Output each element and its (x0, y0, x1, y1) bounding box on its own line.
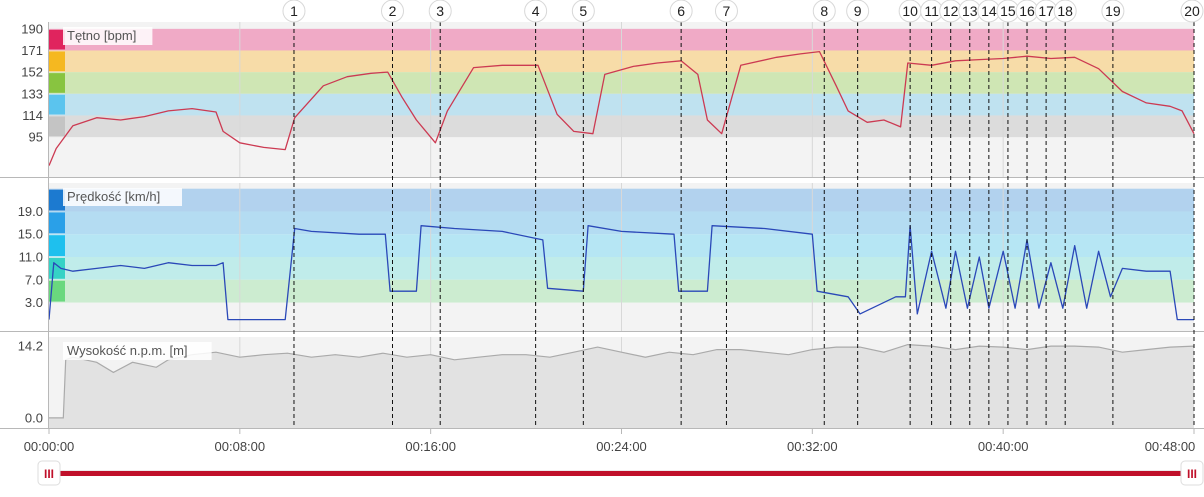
zone-key-swatch (49, 51, 65, 72)
lap-marker-label: 16 (1019, 3, 1035, 19)
lap-marker-badge[interactable] (571, 0, 595, 23)
slider-handle-box[interactable] (1180, 460, 1204, 486)
chart-panels: 190 171 152 133 114 95 Tętno [bpm] 19.0 15.0 11.0… (0, 21, 1204, 429)
lap-marker-label: 11 (924, 3, 939, 19)
y-tick-label: 171 (21, 43, 43, 58)
lap-marker-badge[interactable] (669, 0, 693, 23)
x-tick-label: 00:00:00 (24, 439, 75, 454)
lap-markers: 1 2 3 4 5 6 7 8 9 10 11 12 13 14 15 16 17 18 19 20 (282, 0, 1204, 428)
range-slider[interactable]: III III (37, 460, 1204, 486)
y-tick-label: 19.0 (18, 204, 43, 219)
heart-rate-panel: 190 171 152 133 114 95 Tętno [bpm] (0, 21, 1204, 178)
y-tick-label: 11.0 (19, 250, 43, 265)
y-tick-label: 15.0 (18, 227, 43, 242)
zone-key-swatch (49, 116, 65, 137)
lap-marker-label: 18 (1057, 3, 1073, 19)
y-tick-label: 95 (29, 130, 43, 145)
lap-marker-label: 8 (820, 3, 828, 19)
slider-grip-icon: III (44, 467, 54, 481)
lap-marker-badge[interactable] (1053, 0, 1077, 23)
lap-marker-label: 7 (723, 3, 731, 19)
panel-title-box (63, 342, 212, 360)
lap-marker-label: 1 (290, 3, 298, 19)
zone-key-swatch (49, 73, 65, 93)
y-tick-label: 14.2 (18, 339, 43, 354)
x-tick-label: 00:24:00 (596, 439, 647, 454)
lap-marker-badge[interactable] (282, 0, 306, 23)
panel-title-box (63, 27, 153, 45)
slider-grip-icon: III (1187, 467, 1197, 481)
lap-marker-badge[interactable] (714, 0, 738, 23)
y-tick-label: 133 (21, 86, 43, 101)
y-tick-label: 114 (22, 108, 43, 123)
lap-marker-label: 12 (943, 3, 959, 19)
lap-marker-badge[interactable] (524, 0, 548, 23)
zone-key-swatch (49, 29, 65, 50)
lap-marker-badge[interactable] (1180, 0, 1204, 23)
slider-end-handle[interactable]: III (1180, 460, 1204, 486)
y-tick-label: 3.0 (25, 295, 43, 310)
slider-start-handle[interactable]: III (37, 460, 61, 486)
lap-marker-label: 15 (1000, 3, 1016, 19)
lap-marker-label: 2 (389, 3, 397, 19)
lap-marker-label: 19 (1105, 3, 1121, 19)
y-tick-label: 190 (21, 21, 43, 36)
x-tick-label: 00:48:00 (1145, 439, 1196, 454)
lap-marker-label: 13 (962, 3, 978, 19)
y-tick-label: 7.0 (25, 272, 43, 287)
lap-marker-badge[interactable] (428, 0, 452, 23)
y-tick-label: 152 (21, 65, 43, 80)
lap-marker-label: 20 (1184, 3, 1200, 19)
heart-rate-line (48, 50, 1195, 166)
lap-marker-badge[interactable] (1101, 0, 1125, 23)
altitude-area (49, 344, 1194, 428)
lap-marker-label: 4 (532, 3, 540, 19)
zone-key-swatch (49, 94, 65, 115)
panel-title-box (63, 188, 182, 206)
lap-marker-label: 14 (981, 3, 997, 19)
slider-selected-range (49, 471, 1194, 476)
lap-marker-badge[interactable] (381, 0, 404, 23)
lap-marker-label: 5 (579, 3, 587, 19)
lap-marker-label: 6 (677, 3, 685, 19)
speed-line (48, 225, 1194, 321)
zone-key-swatch (49, 280, 65, 302)
panel-title: Tętno [bpm] (67, 28, 136, 43)
panel-title: Wysokość n.p.m. [m] (67, 343, 188, 358)
lap-marker-badge[interactable] (846, 0, 870, 23)
x-tick-label: 00:16:00 (405, 439, 456, 454)
x-tick-label: 00:08:00 (215, 439, 266, 454)
altitude-panel: 14.2 0.0 Wysokość n.p.m. [m] (0, 337, 1204, 429)
zone-key-swatch (49, 212, 65, 234)
lap-marker-label: 9 (854, 3, 862, 19)
lap-marker-label: 17 (1038, 3, 1054, 19)
slider-handle-box[interactable] (37, 460, 61, 486)
lap-marker-badge[interactable] (812, 0, 836, 23)
lap-marker-label: 10 (902, 3, 918, 19)
time-axis: 00:00:00 00:08:00 00:16:00 00:24:00 00:32:00… (24, 428, 1196, 454)
zone-key-swatch (49, 235, 65, 256)
lap-marker-label: 3 (436, 3, 444, 19)
panel-title: Prędkość [km/h] (67, 189, 160, 204)
x-tick-label: 00:32:00 (787, 439, 838, 454)
zone-key-swatch (49, 189, 65, 211)
y-tick-label: 0.0 (25, 410, 43, 425)
x-tick-label: 00:40:00 (978, 439, 1029, 454)
speed-panel: 19.0 15.0 11.0 7.0 3.0 Prędkość [km/h] (0, 183, 1204, 332)
